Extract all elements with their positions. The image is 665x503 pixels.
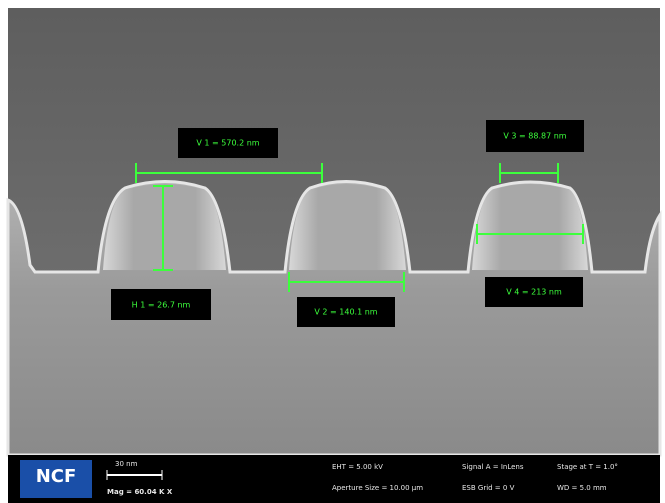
measurement-label: V 4 = 213 nm (506, 288, 562, 297)
ridge (289, 184, 406, 270)
sem-screenshot: V 1 = 570.2 nm V 3 = 88.87 nm H 1 = 26.7… (0, 0, 665, 503)
magnification: Mag = 60.04 K X (107, 488, 173, 496)
measurement-label: V 3 = 88.87 nm (503, 132, 566, 141)
measurement-label: V 2 = 140.1 nm (314, 308, 377, 317)
grid: ESB Grid = 0 V (462, 484, 515, 492)
eht: EHT = 5.00 kV (332, 463, 383, 471)
signal: Signal A = InLens (462, 463, 524, 471)
ridge (103, 184, 226, 270)
ridge (472, 184, 588, 270)
scale-label: 30 nm (115, 460, 138, 468)
wd: WD = 5.0 mm (557, 484, 607, 492)
stage: Stage at T = 1.0° (557, 463, 618, 471)
logo-text: NCF (36, 466, 77, 487)
measurement-label: H 1 = 26.7 nm (132, 301, 191, 310)
aperture: Aperture Size = 10.00 µm (332, 484, 423, 492)
ridges (103, 184, 588, 270)
measurement-label: V 1 = 570.2 nm (196, 139, 259, 148)
